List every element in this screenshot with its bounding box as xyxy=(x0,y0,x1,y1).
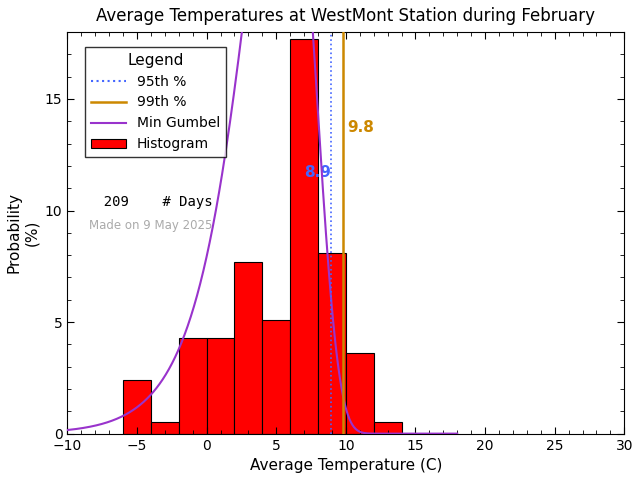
Text: 209    # Days: 209 # Days xyxy=(87,195,212,209)
Text: 9.8: 9.8 xyxy=(348,120,374,135)
Bar xyxy=(346,353,374,433)
Bar xyxy=(151,422,179,433)
Bar xyxy=(374,422,401,433)
Bar xyxy=(290,39,318,433)
X-axis label: Average Temperature (C): Average Temperature (C) xyxy=(250,458,442,473)
Bar xyxy=(123,380,151,433)
Bar xyxy=(318,253,346,433)
Title: Average Temperatures at WestMont Station during February: Average Temperatures at WestMont Station… xyxy=(97,7,595,25)
Text: Made on 9 May 2025: Made on 9 May 2025 xyxy=(88,219,212,232)
Bar xyxy=(207,338,234,433)
Text: 8.9: 8.9 xyxy=(304,165,331,180)
Y-axis label: Probability
(%): Probability (%) xyxy=(7,192,39,273)
Bar xyxy=(234,262,262,433)
Bar xyxy=(262,320,290,433)
Bar xyxy=(179,338,207,433)
Legend: 95th %, 99th %, Min Gumbel, Histogram: 95th %, 99th %, Min Gumbel, Histogram xyxy=(86,47,226,157)
